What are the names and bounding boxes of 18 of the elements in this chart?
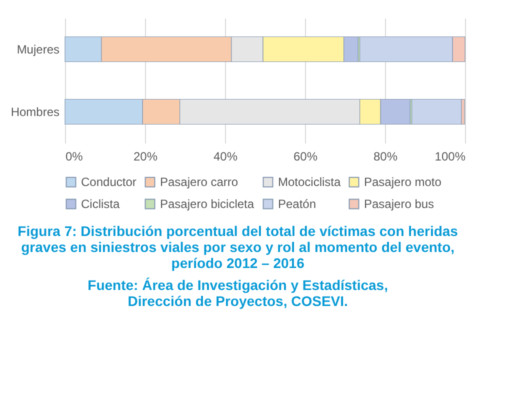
legend-label: Ciclista — [81, 197, 120, 211]
x-tick-label: 60% — [293, 150, 318, 164]
x-tick-label: 40% — [213, 150, 238, 164]
text: Figura 7: Distribución porcentual del total de víctimas con heridas graves en siniestros viales por sexo y rol al momento del evento, período 2012 – 2016 — [18, 223, 458, 271]
legend-label: Pasajero moto — [364, 175, 442, 190]
legend-label: Motociclista — [278, 175, 342, 190]
x-tick-label: 20% — [133, 150, 158, 164]
x-tick-label: 80% — [373, 150, 398, 164]
x-tick-label: 100% — [434, 150, 466, 164]
legend-label: Pasajero bicicleta — [160, 197, 254, 211]
x-tick-label: 0% — [66, 150, 84, 164]
legend-label: Peatón — [278, 197, 316, 211]
source-note: Fuente: Área de Investigación y Estadísticas, Dirección de Proyectos, COSEVI. — [88, 277, 388, 309]
legend-label: Conductor — [81, 175, 136, 190]
y-tick-label: Mujeres — [16, 42, 60, 56]
legend-label: Pasajero carro — [160, 175, 238, 190]
legend-label: Pasajero bus — [364, 197, 434, 211]
y-tick-label: Hombres — [10, 104, 60, 119]
